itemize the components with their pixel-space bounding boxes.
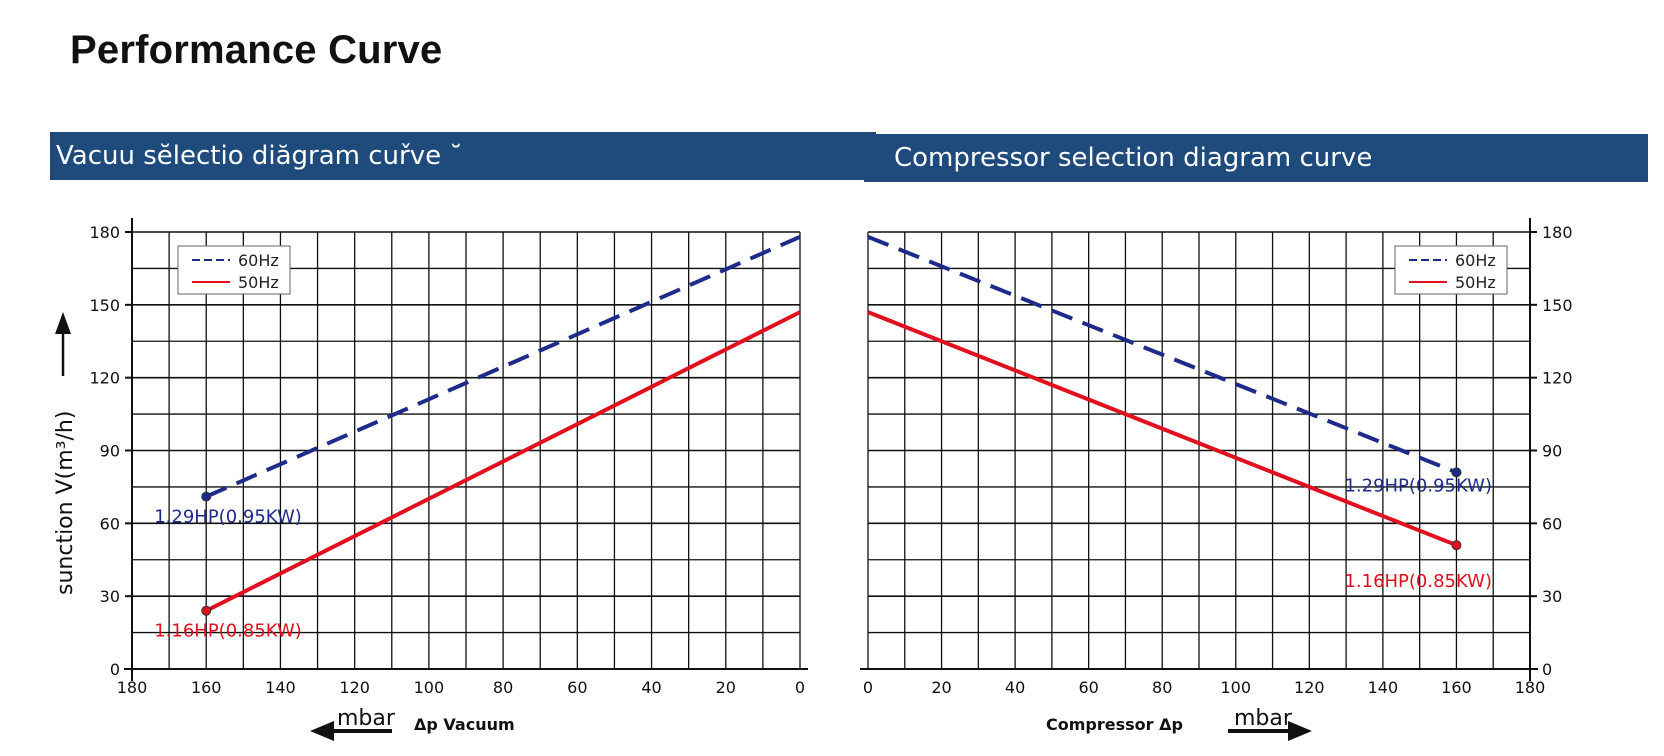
compressor-x-tick-label: 80	[1152, 678, 1172, 697]
compressor-annotation: 1.29HP(0.95KW)	[1344, 475, 1492, 496]
vacuum-x-tick-label: 140	[265, 678, 296, 697]
compressor-x-tick-label: 140	[1368, 678, 1399, 697]
compressor-legend-label: 50Hz	[1455, 273, 1496, 292]
vacuum-chart-banner: Vacuu sĕlectio diăgram cuřve ˘	[50, 132, 876, 180]
compressor-chart-banner: Compressor selection diagram curve	[864, 134, 1648, 182]
vacuum-series-60hz	[205, 235, 801, 499]
vacuum-y-tick-label: 150	[89, 296, 120, 315]
compressor-x-tick-label: 40	[1005, 678, 1025, 697]
vacuum-y-tick-label: 60	[100, 514, 120, 533]
compressor-y-tick-label: 90	[1542, 442, 1562, 461]
vacuum-series-50hz-point	[201, 605, 212, 616]
compressor-x-tick-label: 120	[1294, 678, 1325, 697]
vacuum-series-60hz-point	[201, 491, 212, 502]
vacuum-y-arrow-head	[55, 312, 71, 334]
vacuum-annotation: 1.16HP(0.85KW)	[154, 621, 302, 642]
page-title: Performance Curve	[70, 28, 443, 72]
compressor-annotation: 1.16HP(0.85KW)	[1344, 571, 1492, 592]
vacuum-x-tick-label: 180	[117, 678, 148, 697]
compressor-x-label-extra: Compressor Δp	[1046, 715, 1183, 734]
vacuum-x-tick-label: 160	[191, 678, 222, 697]
vacuum-y-tick-label: 0	[110, 660, 120, 679]
vacuum-y-tick-label: 30	[100, 587, 120, 606]
vacuum-x-tick-label: 40	[641, 678, 661, 697]
compressor-x-tick-label: 0	[863, 678, 873, 697]
vacuum-y-label: sunction V(m³/h)	[53, 411, 78, 595]
vacuum-x-tick-label: 60	[567, 678, 587, 697]
compressor-y-tick-label: 150	[1542, 296, 1573, 315]
vacuum-legend-label: 50Hz	[238, 273, 279, 292]
vacuum-x-tick-label: 80	[493, 678, 513, 697]
vacuum-legend-label: 60Hz	[238, 251, 279, 270]
vacuum-annotation: 1.29HP(0.95KW)	[154, 507, 302, 528]
vacuum-x-tick-label: 20	[716, 678, 736, 697]
vacuum-y-tick-label: 180	[89, 223, 120, 242]
compressor-x-tick-label: 60	[1078, 678, 1098, 697]
compressor-y-tick-label: 60	[1542, 514, 1562, 533]
compressor-x-tick-label: 20	[931, 678, 951, 697]
vacuum-legend	[177, 245, 291, 295]
vacuum-x-label-extra: Δp Vacuum	[414, 715, 515, 734]
compressor-x-arrow-head	[1288, 721, 1312, 741]
vacuum-x-tick-label: 100	[414, 678, 445, 697]
compressor-series-50hz	[867, 310, 1458, 548]
compressor-legend-label: 60Hz	[1455, 251, 1496, 270]
vacuum-x-arrow-head	[310, 721, 334, 741]
compressor-y-tick-label: 30	[1542, 587, 1562, 606]
compressor-x-tick-label: 180	[1515, 678, 1546, 697]
compressor-y-tick-label: 180	[1542, 223, 1573, 242]
compressor-x-tick-label: 160	[1441, 678, 1472, 697]
compressor-x-label: mbar	[1234, 706, 1293, 731]
compressor-series-50hz-point	[1451, 540, 1462, 551]
compressor-series-60hz-point	[1451, 467, 1462, 478]
compressor-series-60hz	[867, 234, 1458, 475]
vacuum-series-50hz	[205, 310, 801, 613]
compressor-legend	[1394, 245, 1508, 295]
compressor-x-tick-label: 100	[1221, 678, 1252, 697]
vacuum-x-tick-label: 120	[339, 678, 370, 697]
compressor-y-tick-label: 0	[1542, 660, 1552, 679]
vacuum-x-label: mbar	[337, 706, 396, 731]
compressor-y-tick-label: 120	[1542, 369, 1573, 388]
vacuum-y-tick-label: 120	[89, 369, 120, 388]
vacuum-y-tick-label: 90	[100, 442, 120, 461]
vacuum-x-tick-label: 0	[795, 678, 805, 697]
